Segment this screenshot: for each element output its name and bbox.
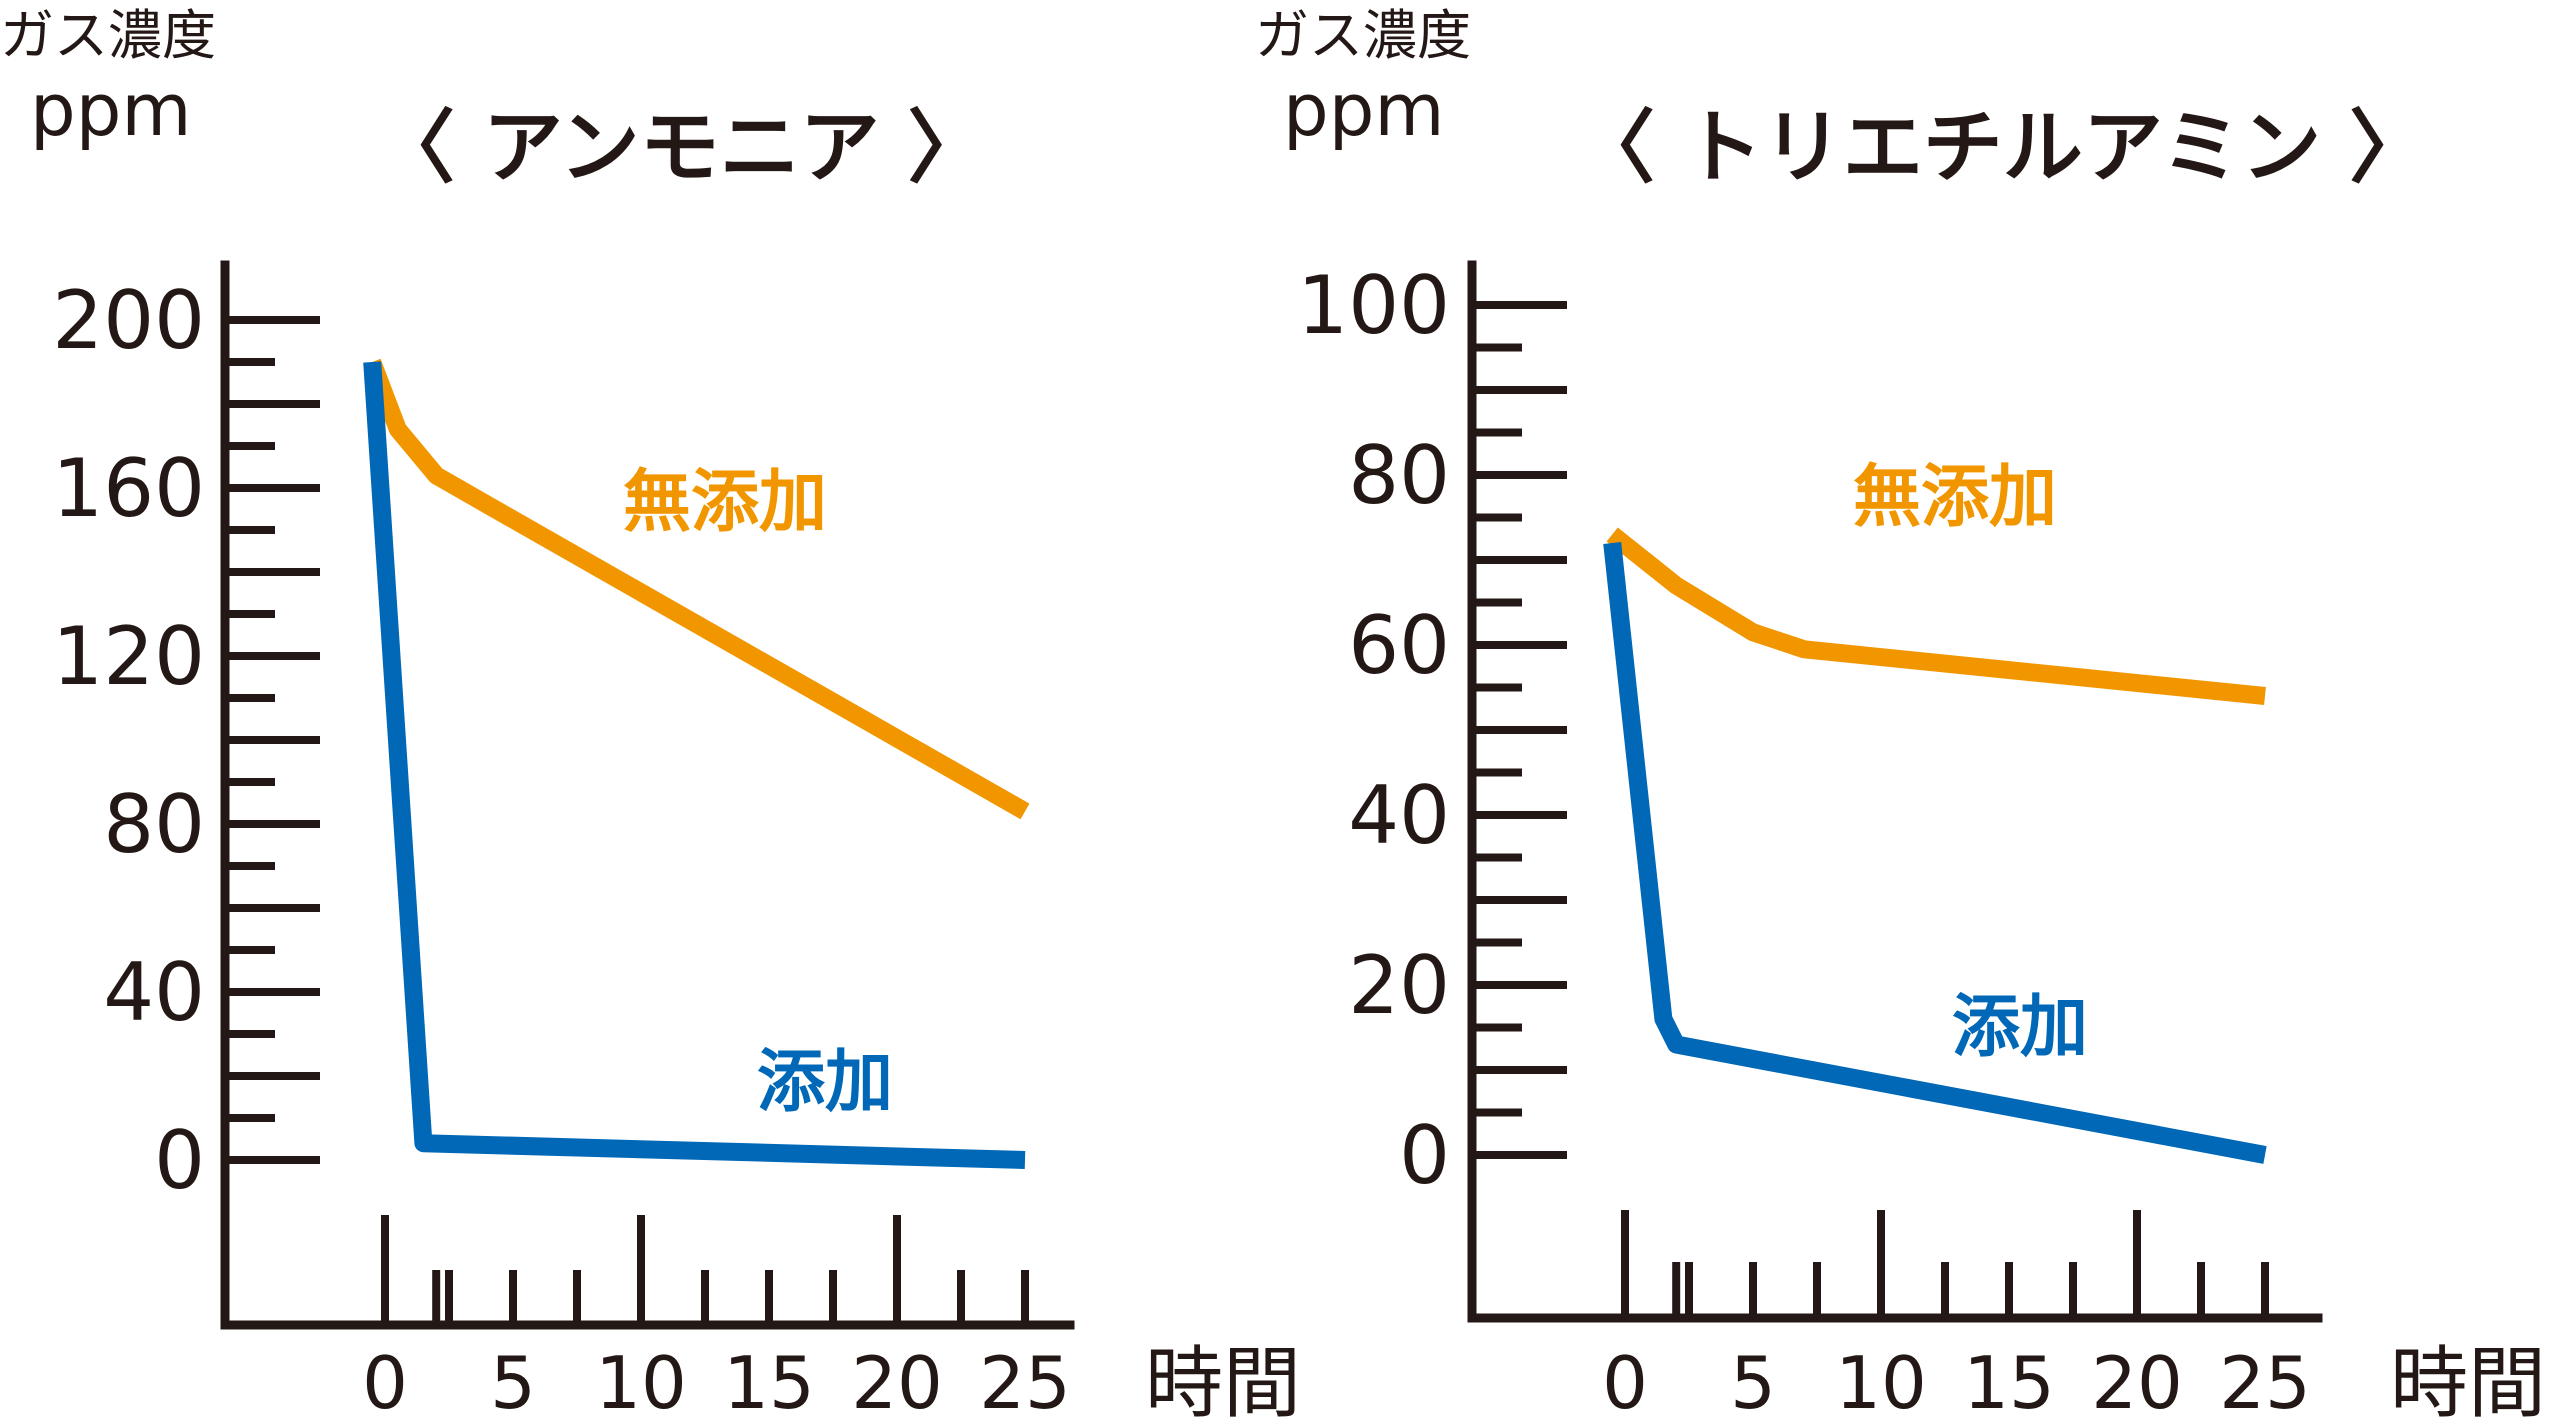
y-axis-title: ガス濃度 (0, 4, 216, 67)
series-label-additive: 添加 (757, 1043, 893, 1122)
chart-title: 〈 アンモニア 〉 (375, 101, 988, 194)
series-line-no-additive (363, 358, 1030, 820)
series-label-additive: 添加 (1952, 988, 2088, 1067)
series-label-no-additive: 無添加 (623, 463, 827, 542)
x-tick-label: 15 (723, 1341, 815, 1425)
y-tick-label: 120 (52, 610, 205, 703)
x-tick-label: 10 (595, 1341, 687, 1425)
y-axis-title: ガス濃度 (1255, 4, 1471, 67)
x-tick-label: 10 (1835, 1341, 1927, 1425)
x-tick-label: 0 (1602, 1341, 1648, 1425)
y-tick-label: 80 (103, 778, 205, 871)
series-line-no-additive (1606, 527, 2266, 705)
chart-title: 〈 トリエチルアミン 〉 (1575, 101, 2429, 194)
x-tick-label: 0 (362, 1341, 408, 1425)
series-label-no-additive: 無添加 (1853, 458, 2057, 537)
y-tick-label: 100 (1297, 259, 1450, 352)
x-tick-label: 25 (2219, 1341, 2311, 1425)
y-tick-label: 0 (154, 1114, 205, 1207)
series-line-additive (363, 361, 1026, 1169)
y-tick-label: 200 (52, 274, 205, 367)
y-axis-unit: ppm (1283, 68, 1445, 152)
x-tick-label: 5 (1730, 1341, 1776, 1425)
x-tick-label: 20 (851, 1341, 943, 1425)
y-tick-label: 20 (1348, 939, 1450, 1032)
y-tick-label: 40 (103, 946, 205, 1039)
y-tick-label: 40 (1348, 769, 1450, 862)
x-tick-label: 5 (490, 1341, 536, 1425)
y-tick-label: 80 (1348, 429, 1450, 522)
x-tick-label: 20 (2091, 1341, 2183, 1425)
x-axis-title: 時間 (1145, 1339, 1301, 1426)
x-tick-label: 25 (979, 1341, 1071, 1425)
y-tick-label: 160 (52, 442, 205, 535)
series-line-additive (1603, 542, 2267, 1164)
x-axis-title: 時間 (2390, 1339, 2546, 1426)
x-tick-label: 15 (1963, 1341, 2055, 1425)
y-tick-label: 0 (1399, 1109, 1450, 1202)
y-axis-unit: ppm (30, 68, 192, 152)
y-tick-label: 60 (1348, 599, 1450, 692)
